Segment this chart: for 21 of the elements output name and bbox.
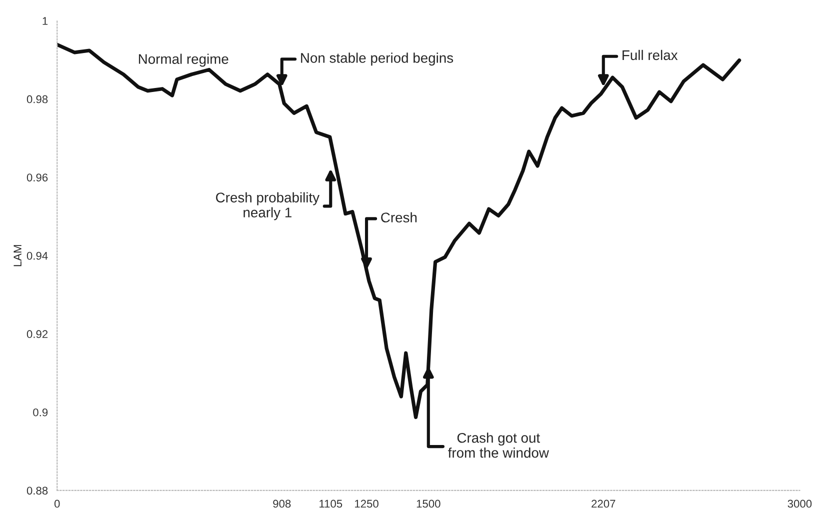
y-tick-label: 0.9 (33, 408, 48, 416)
y-tick-label: 0.96 (26, 174, 48, 182)
x-tick-label: 1105 (320, 500, 342, 508)
annotation: Cresh probability nearly 1 (216, 192, 320, 220)
x-tick-label: 1250 (355, 500, 378, 508)
annotation: Crash got out from the window (448, 432, 549, 458)
y-tick-label: 0.92 (26, 330, 48, 338)
annotation: Normal regime (138, 54, 228, 67)
x-tick-label: 908 (273, 500, 291, 508)
x-tick-label: 3000 (788, 500, 812, 508)
annotation: Non stable period begins (301, 52, 454, 66)
x-tick-label: 0 (54, 500, 60, 508)
annotation: Full relax (622, 50, 678, 60)
annotation: Cresh (381, 212, 417, 222)
x-tick-label: 1500 (416, 500, 440, 508)
y-tick-label: 0.94 (26, 252, 48, 260)
y-tick-label: 0.88 (26, 486, 48, 495)
y-tick-label: 1 (42, 17, 48, 25)
x-tick-label: 2207 (592, 500, 616, 508)
y-axis-title: LAM (14, 245, 22, 266)
y-tick-label: 0.98 (26, 95, 48, 104)
